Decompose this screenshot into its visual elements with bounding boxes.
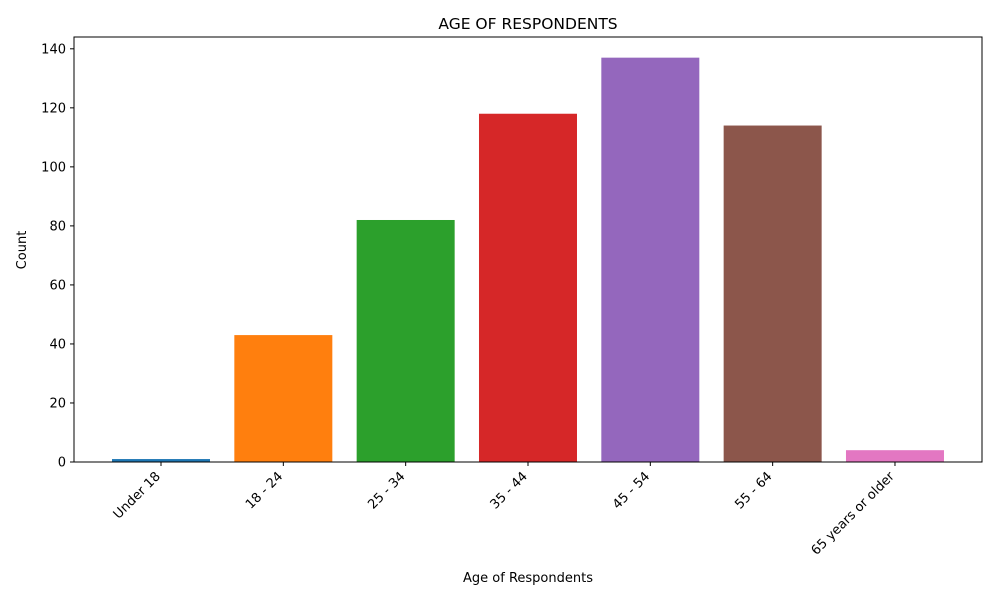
y-tick-label: 120 xyxy=(41,101,66,116)
bar-2 xyxy=(356,219,455,462)
bar-4 xyxy=(601,57,700,462)
bar-5 xyxy=(723,125,822,462)
y-tick-label: 80 xyxy=(49,219,66,234)
chart-title: AGE OF RESPONDENTS xyxy=(438,15,617,33)
y-axis-label: Count xyxy=(15,231,30,270)
y-axis-ticks: 0 20 40 60 80 100 120 140 xyxy=(41,42,74,471)
y-tick-label: 0 xyxy=(58,456,66,471)
bar-6 xyxy=(845,450,944,462)
bar-3 xyxy=(478,113,577,463)
bar-1 xyxy=(234,335,333,462)
x-tick-label: 45 - 54 xyxy=(610,469,653,512)
x-tick-label: 35 - 44 xyxy=(488,469,531,512)
y-tick-label: 40 xyxy=(49,337,66,352)
x-tick-label: 55 - 64 xyxy=(732,469,775,512)
bar-0 xyxy=(112,459,210,462)
y-tick-label: 20 xyxy=(49,396,66,411)
x-tick-label: 65 years or older xyxy=(809,469,899,559)
x-tick-label: 18 - 24 xyxy=(243,469,286,512)
bars-layer xyxy=(112,57,944,463)
plot-frame xyxy=(73,36,983,463)
x-tick-label: 25 - 34 xyxy=(365,469,408,512)
x-axis-ticks: Under 18 18 - 24 25 - 34 35 - 44 45 - 54 55 -… xyxy=(111,462,898,558)
y-tick-label: 60 xyxy=(49,278,66,293)
x-axis-label: Age of Respondents xyxy=(463,571,593,586)
x-tick-label: Under 18 xyxy=(111,469,164,522)
y-tick-label: 140 xyxy=(41,42,66,57)
y-tick-label: 100 xyxy=(41,160,66,175)
